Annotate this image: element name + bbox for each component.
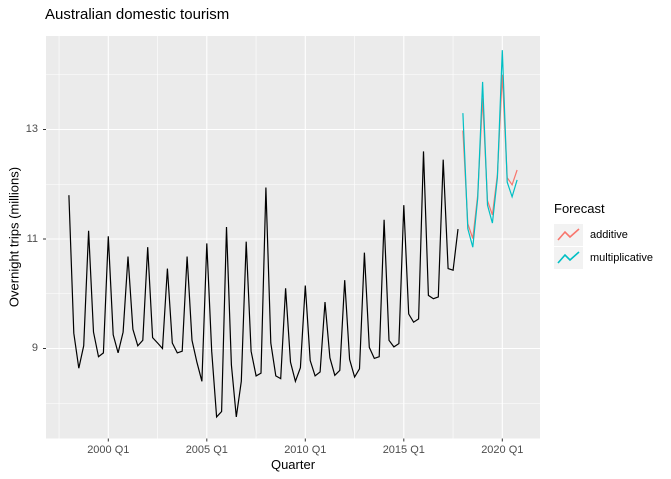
x-tick-label-2020: 2020 Q1 bbox=[481, 444, 524, 456]
legend-key-multiplicative bbox=[554, 247, 583, 269]
series-line-history bbox=[68, 151, 459, 419]
x-tick-label-2015: 2015 Q1 bbox=[382, 444, 425, 456]
legend-key-additive bbox=[554, 224, 583, 246]
legend-item-additive: additive bbox=[554, 224, 653, 246]
y-tick-label-9: 9 bbox=[31, 342, 38, 354]
legend-label-additive: additive bbox=[590, 229, 628, 241]
y-tick-label-13: 13 bbox=[25, 123, 38, 135]
line-swatch-icon bbox=[557, 228, 580, 241]
legend-label-multiplicative: multiplicative bbox=[590, 252, 653, 264]
x-tick-label-2000: 2000 Q1 bbox=[87, 444, 130, 456]
legend-items: additive multiplicative bbox=[554, 224, 653, 269]
line-swatch-icon bbox=[557, 251, 580, 264]
legend-item-multiplicative: multiplicative bbox=[554, 247, 653, 269]
line-swatch-stroke bbox=[557, 228, 580, 241]
series-line-multiplicative bbox=[462, 50, 518, 248]
x-axis-title: Quarter bbox=[270, 457, 316, 472]
series-line-additive bbox=[462, 74, 518, 239]
y-tick-label-11: 11 bbox=[26, 232, 38, 245]
x-tick-label-2010: 2010 Q1 bbox=[284, 444, 327, 456]
panel-background bbox=[46, 36, 540, 439]
legend: Forecast additive multiplicative bbox=[554, 201, 653, 270]
chart-title: Australian domestic tourism bbox=[45, 6, 230, 23]
x-tick-label-2005: 2005 Q1 bbox=[185, 444, 228, 456]
line-swatch-stroke bbox=[557, 251, 580, 264]
y-axis-title: Overnight trips (millions) bbox=[6, 166, 22, 308]
legend-title: Forecast bbox=[554, 201, 605, 216]
